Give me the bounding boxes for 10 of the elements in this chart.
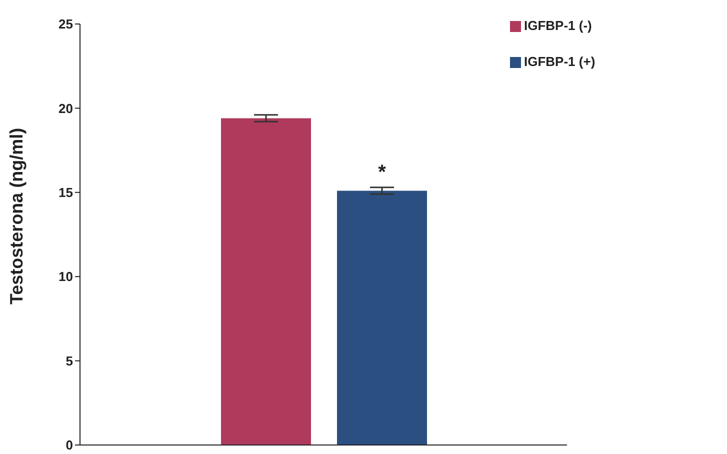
y-tick-label: 5 (66, 353, 73, 368)
y-tick-label: 10 (58, 269, 73, 284)
annotation: * (378, 162, 386, 184)
y-tick-label: 15 (58, 185, 73, 200)
legend-label: IGFBP-1 (+) (524, 53, 596, 71)
y-tick-label: 20 (58, 100, 73, 116)
y-tick-label: 25 (58, 16, 73, 32)
y-axis-title: Testosterona (ng/ml) (6, 128, 26, 304)
legend-label: IGFBP-1 (-) (524, 17, 592, 35)
y-tick-label: 0 (66, 438, 73, 453)
